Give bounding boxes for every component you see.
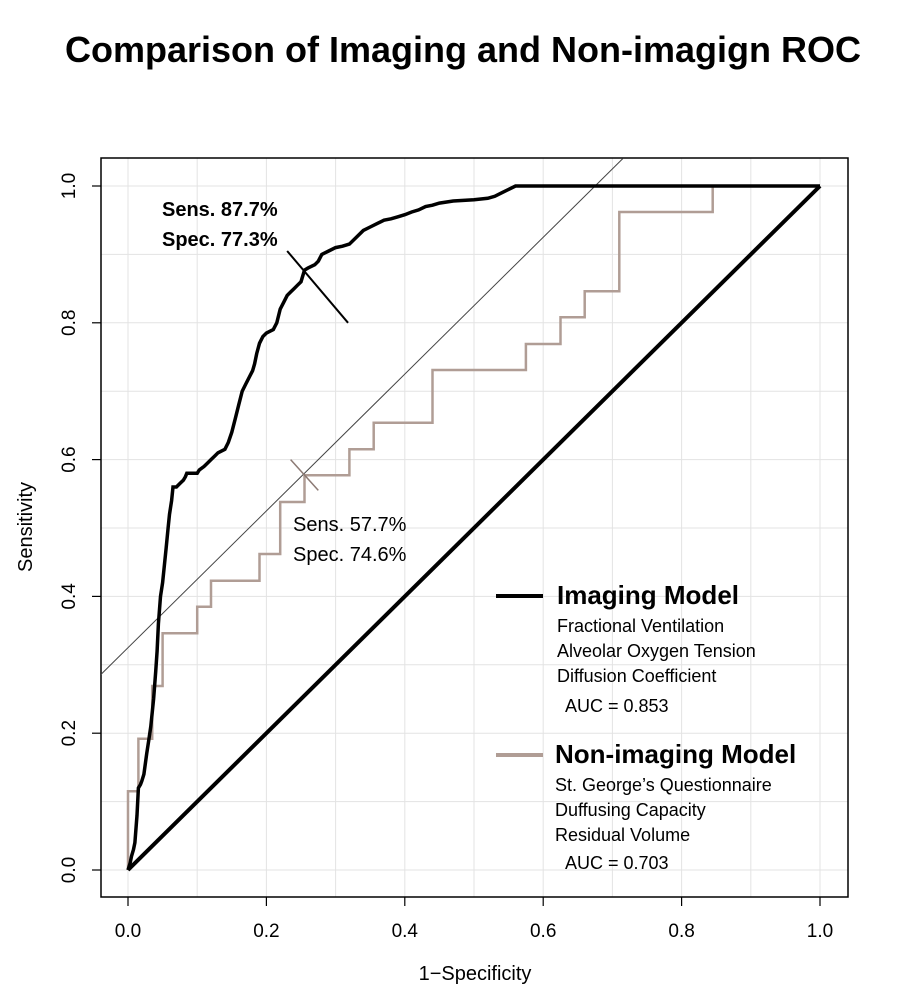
legend-nonimaging-auc: AUC = 0.703: [565, 853, 669, 873]
plot-frame: [100, 157, 849, 898]
legend-imaging-item: Diffusion Coefficient: [557, 666, 716, 686]
y-axis-label: Sensitivity: [15, 482, 37, 572]
nonimaging-sens-label: Sens. 57.7%: [293, 514, 407, 536]
legend-nonimaging-item: Duffusing Capacity: [555, 800, 706, 820]
y-tick-label: 0.8: [59, 310, 80, 336]
y-tick-label: 0.6: [59, 446, 80, 472]
x-tick-label: 0.6: [530, 921, 556, 942]
y-tick-label: 0.0: [59, 857, 80, 883]
reference-diagonal-line: [126, 184, 822, 872]
chart-title: Comparison of Imaging and Non-imagign RO…: [65, 29, 861, 70]
legend-imaging-item: Fractional Ventilation: [557, 616, 724, 636]
x-tick-label: 0.8: [668, 921, 694, 942]
iso-line: [101, 158, 624, 676]
y-tick-label: 0.4: [59, 583, 80, 610]
x-tick-label: 0.0: [115, 921, 141, 942]
x-tick-label: 0.2: [253, 921, 279, 942]
x-tick-label: 1.0: [807, 921, 833, 942]
legend-imaging-item: Alveolar Oxygen Tension: [557, 641, 756, 661]
imaging-sens-label: Sens. 87.7%: [162, 199, 278, 221]
legend-nonimaging-label: Non-imaging Model: [555, 739, 796, 769]
legend-imaging-auc: AUC = 0.853: [565, 696, 669, 716]
legend: Imaging Model Fractional Ventilation Alv…: [496, 580, 796, 873]
imaging-roc-line: [126, 184, 820, 871]
y-tick-label: 0.2: [59, 720, 80, 746]
nonimaging-spec-label: Spec. 74.6%: [293, 544, 407, 566]
axes: 0.0 0.2 0.4 0.6 0.8 1.0 0.0 0.2 0.4 0.6 0.8 1.0: [59, 173, 833, 942]
legend-imaging-label: Imaging Model: [557, 580, 739, 610]
legend-nonimaging-item: Residual Volume: [555, 825, 690, 845]
x-tick-label: 0.4: [392, 921, 419, 942]
nonimaging-tangent-line: [290, 459, 319, 491]
legend-nonimaging-item: St. George’s Questionnaire: [555, 775, 772, 795]
x-axis-label: 1−Specificity: [419, 963, 532, 985]
imaging-tangent-line: [286, 250, 349, 324]
y-tick-label: 1.0: [59, 173, 80, 199]
nonimaging-roc-line: [126, 184, 820, 870]
imaging-spec-label: Spec. 77.3%: [162, 229, 278, 251]
